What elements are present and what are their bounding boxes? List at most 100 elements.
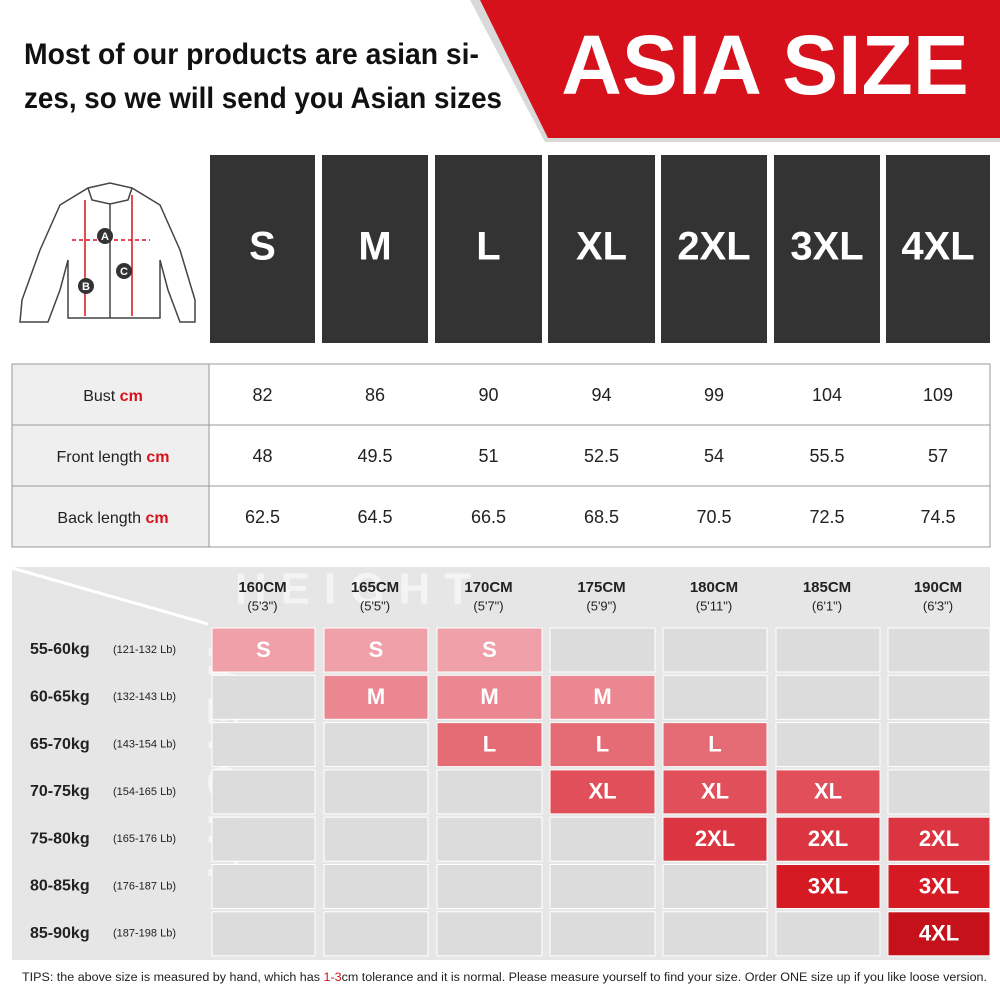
diagram-marker	[97, 228, 113, 244]
height-ft: (5'11")	[696, 598, 732, 613]
fit-cell	[549, 674, 656, 720]
measure-value: 55.5	[809, 446, 844, 466]
header-banner	[480, 0, 1000, 138]
measure-name: Front length	[57, 449, 147, 466]
weight-lb: (121-132 Lb)	[113, 644, 176, 656]
fit-cell	[549, 722, 656, 768]
diagram-label: C	[120, 266, 128, 278]
fit-size: XL	[588, 779, 616, 804]
height-ft: (5'3")	[247, 598, 277, 613]
tips-prefix: TIPS: the above size is measured by hand…	[22, 972, 323, 984]
weight-kg: 85-90kg	[30, 925, 90, 942]
fit-cell	[662, 864, 768, 909]
measure-value: 48	[252, 446, 272, 466]
measure-label: Front length cm	[57, 449, 170, 466]
measure-value: 57	[928, 446, 948, 466]
measure-value: 86	[365, 385, 385, 405]
fit-size: 2XL	[919, 826, 959, 851]
height-ft: (6'1")	[812, 598, 842, 613]
fit-cell	[887, 864, 991, 909]
jacket-collar	[87, 187, 133, 205]
weight-kg: 80-85kg	[30, 878, 90, 895]
tips: TIPS: the above size is measured by hand…	[22, 972, 987, 984]
fit-size: 2XL	[695, 826, 735, 851]
fit-cell	[323, 816, 429, 862]
weight-kg: 65-70kg	[30, 736, 90, 753]
weight-kg: 60-65kg	[30, 689, 90, 706]
measure-unit: cm	[120, 388, 143, 405]
fit-size: 2XL	[808, 826, 848, 851]
diagram-label: A	[101, 231, 109, 243]
value-row	[208, 424, 991, 487]
fit-cell	[436, 816, 543, 862]
size-box	[548, 155, 655, 343]
weight-lb: (132-143 Lb)	[113, 691, 176, 703]
measure-value: 54	[704, 446, 724, 466]
fit-cell	[887, 674, 991, 720]
fit-cell	[775, 864, 881, 909]
fit-cell	[775, 769, 881, 815]
fit-cell	[323, 864, 429, 909]
fit-cell	[775, 674, 881, 720]
fit-cell	[211, 816, 316, 862]
jacket-outline	[19, 182, 196, 323]
size-box	[774, 155, 880, 343]
fit-size: L	[483, 731, 496, 756]
notice-line: zes, so we will send you Asian sizes	[24, 82, 502, 115]
size-box	[210, 155, 315, 343]
measure-value: 109	[923, 385, 953, 405]
fit-cell	[549, 627, 656, 673]
jacket-diagram	[19, 182, 196, 323]
measure-value: 99	[704, 385, 724, 405]
measure-label: Bust cm	[83, 388, 143, 405]
fit-size: M	[367, 684, 385, 709]
fit-cell	[887, 911, 991, 957]
fit-size: M	[480, 684, 498, 709]
label-cell	[11, 424, 210, 487]
height-cm: 175CM	[577, 579, 625, 596]
fit-cell	[662, 911, 768, 957]
measure-value: 90	[478, 385, 498, 405]
height-cm: 165CM	[351, 579, 399, 596]
size-box	[435, 155, 542, 343]
fit-cell	[211, 769, 316, 815]
fit-cell	[775, 911, 881, 957]
weight-kg: 70-75kg	[30, 783, 90, 800]
watermark-height: HEIGHT	[235, 565, 485, 614]
measure-value: 62.5	[245, 507, 280, 527]
value-row	[208, 485, 991, 548]
tips-suffix: cm tolerance and it is normal. Please me…	[342, 972, 987, 984]
fit-cell	[662, 722, 768, 768]
height-ft: (5'5")	[360, 598, 390, 613]
fit-size: XL	[814, 779, 842, 804]
fit-size: L	[596, 731, 609, 756]
measure-value: 49.5	[357, 446, 392, 466]
fit-cell	[323, 911, 429, 957]
fit-cell	[323, 674, 429, 720]
fit-cell	[775, 722, 881, 768]
fit-cell	[436, 627, 543, 673]
fit-size: S	[369, 637, 384, 662]
fit-cell	[887, 627, 991, 673]
measure-value: 94	[591, 385, 611, 405]
measure-unit: cm	[146, 449, 169, 466]
fit-cell	[549, 816, 656, 862]
size-box	[322, 155, 428, 343]
measure-value: 52.5	[584, 446, 619, 466]
size-label: S	[249, 225, 276, 269]
measure-value: 51	[478, 446, 498, 466]
measure-value: 72.5	[809, 507, 844, 527]
diagram-marker	[116, 263, 132, 279]
measure-value: 82	[252, 385, 272, 405]
tips-highlight: 1-3	[323, 972, 341, 984]
height-cm: 160CM	[238, 579, 286, 596]
weight-lb: (176-187 Lb)	[113, 880, 176, 892]
measure-value: 64.5	[357, 507, 392, 527]
size-box	[886, 155, 990, 343]
measure-value: 104	[812, 385, 842, 405]
size-label: 2XL	[677, 225, 750, 269]
fit-cell	[549, 911, 656, 957]
fit-size: M	[593, 684, 611, 709]
fit-cell	[662, 674, 768, 720]
